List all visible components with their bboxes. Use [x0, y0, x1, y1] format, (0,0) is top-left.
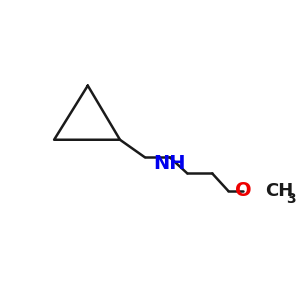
Text: CH: CH	[265, 182, 293, 200]
Text: 3: 3	[286, 192, 296, 206]
Text: O: O	[235, 182, 251, 200]
Text: NH: NH	[154, 154, 186, 173]
